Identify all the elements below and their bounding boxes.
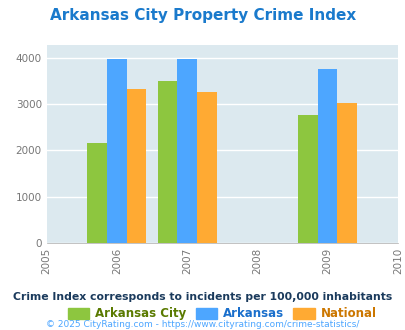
Bar [297,115,317,243]
Bar [196,92,216,243]
Text: Crime Index corresponds to incidents per 100,000 inhabitants: Crime Index corresponds to incidents per… [13,292,392,302]
Bar [107,59,126,243]
Text: Arkansas City Property Crime Index: Arkansas City Property Crime Index [50,8,355,23]
Bar [317,69,337,243]
Bar [177,59,196,243]
Bar [157,81,177,243]
Bar [337,103,356,243]
Legend: Arkansas City, Arkansas, National: Arkansas City, Arkansas, National [64,304,379,324]
Text: © 2025 CityRating.com - https://www.cityrating.com/crime-statistics/: © 2025 CityRating.com - https://www.city… [46,320,359,329]
Bar [126,89,146,243]
Bar [87,143,107,243]
